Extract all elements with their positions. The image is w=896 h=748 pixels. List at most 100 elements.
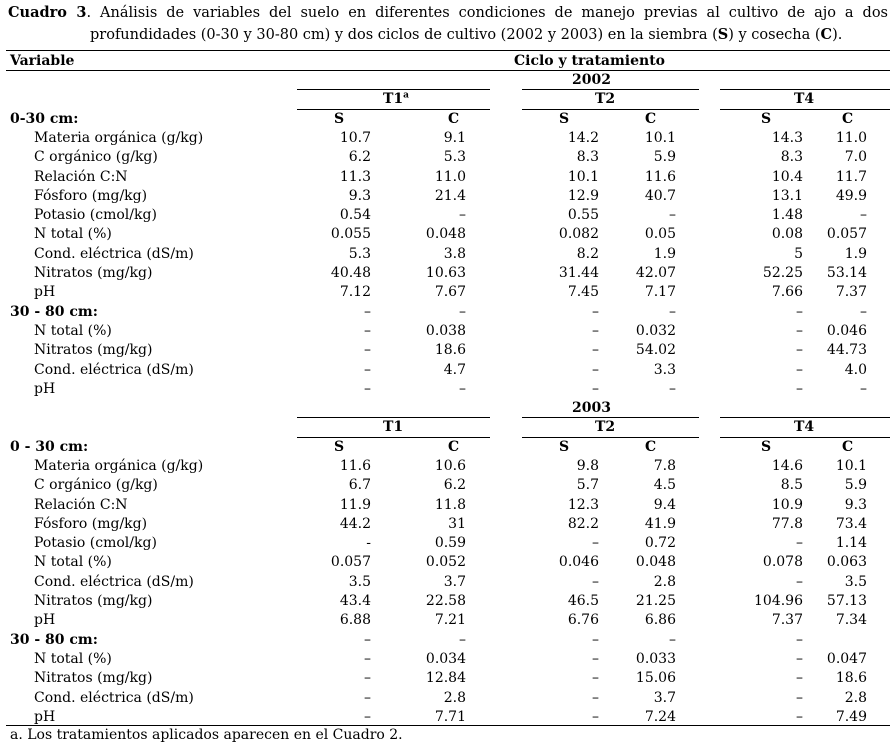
table-cell: – — [796, 631, 803, 648]
table-cell: 9.3 — [844, 496, 867, 513]
table-row: Nitratos (mg/kg) 43.4 22.58 46.5 21.25 104.96… — [0, 592, 896, 611]
column-header-row: Variable Ciclo y tratamiento — [0, 52, 896, 71]
table-cell: – — [796, 573, 803, 590]
table-cell: – — [364, 650, 371, 667]
table-cell: 3.7 — [653, 689, 676, 706]
table-cell: 14.6 — [771, 457, 803, 474]
subheader-rule — [297, 436, 490, 438]
section-row: 30 - 80 cm: – – – – – – — [0, 303, 896, 322]
table-cell: – — [592, 342, 599, 359]
treatment-row: T1a T2 T4 — [0, 90, 896, 109]
table-cell: 12.84 — [425, 670, 466, 687]
table-cell: 14.3 — [771, 129, 803, 146]
variable-header: Variable — [10, 53, 75, 69]
table-row: pH – 7.71 – 7.24 – 7.49 — [0, 708, 896, 727]
table-row: Nitratos (mg/kg) – 12.84 – 15.06 – 18.6 — [0, 669, 896, 688]
table-cell: – — [459, 303, 466, 320]
variable-name: pH — [34, 708, 56, 725]
table-cell: – — [592, 361, 599, 378]
table-cell: 5.9 — [844, 477, 867, 494]
table-cell: 53.14 — [826, 265, 867, 281]
cosecha-label: C — [842, 438, 854, 455]
table-cell: 1.9 — [844, 245, 867, 262]
table-cell: 3.8 — [443, 245, 466, 262]
table-cell: – — [364, 631, 371, 648]
table-cell: – — [364, 708, 371, 725]
table-cell: 18.6 — [835, 670, 867, 687]
table-cell: 54.02 — [635, 342, 676, 359]
table-cell: 7.34 — [835, 612, 867, 629]
table-cell: 7.24 — [644, 708, 676, 725]
table-cell: 11.9 — [339, 496, 371, 513]
treatment-label: T2 — [595, 419, 616, 436]
table-cell: 5.3 — [443, 149, 466, 166]
variable-name: Materia orgánica (g/kg) — [34, 129, 204, 146]
table-cell: 0.082 — [558, 226, 599, 243]
year-label: 2003 — [572, 400, 611, 416]
table-cell: 0.08 — [771, 226, 803, 243]
variable-name: pH — [34, 284, 56, 301]
table-cell: 10.4 — [771, 168, 803, 185]
table-cell: 15.06 — [635, 670, 676, 687]
variable-name: Potasio (cmol/kg) — [34, 207, 157, 224]
section-row: 0 - 30 cm: S C S C S C — [0, 438, 896, 457]
table-cell: – — [796, 708, 803, 725]
table-cell: – — [796, 535, 803, 552]
table-cell: – — [796, 303, 803, 320]
top-rule — [6, 50, 890, 51]
table-cell: 0.048 — [425, 226, 466, 243]
table-cell: – — [592, 708, 599, 725]
table-cell: – — [364, 670, 371, 687]
table-cell: 7.17 — [644, 284, 676, 301]
variable-name: Cond. eléctrica (dS/m) — [34, 689, 194, 706]
siembra-label: S — [559, 110, 570, 127]
table-cell: 9.8 — [576, 457, 599, 474]
table-cell: 73.4 — [835, 515, 867, 532]
table-row: Nitratos (mg/kg) 40.48 10.63 31.44 42.07 52.2… — [0, 264, 896, 283]
table-cell: 6.2 — [443, 477, 466, 494]
table-cell: 11.8 — [434, 496, 466, 513]
variable-name: Relación C:N — [34, 496, 128, 513]
table-cell: 0.047 — [826, 650, 867, 667]
year-row: 2002 — [0, 71, 896, 90]
section-title: 0 - 30 cm: — [10, 438, 89, 455]
table-cell: – — [592, 303, 599, 320]
section-title: 0-30 cm: — [10, 110, 79, 127]
table-cell: 7.71 — [434, 708, 466, 725]
section-row: 0-30 cm: S C S C S C — [0, 110, 896, 129]
table-cell: 13.1 — [771, 187, 803, 204]
table-cell: 0.59 — [434, 535, 466, 552]
table-caption: Cuadro 3. Análisis de variables del suel… — [8, 4, 888, 43]
table-cell: 0.54 — [339, 207, 371, 224]
table-cell: – — [796, 322, 803, 339]
table-cell: 31.44 — [558, 265, 599, 281]
table-cell: – — [459, 380, 466, 397]
table-cell: 8.3 — [780, 149, 803, 166]
table-cell: 1.48 — [771, 207, 803, 224]
table-cell: 7.37 — [835, 284, 867, 301]
treatment-label: T1 — [383, 419, 404, 436]
table-cell: 11.6 — [339, 457, 371, 474]
table-cell: – — [364, 322, 371, 339]
table-cell: 0.057 — [826, 226, 867, 243]
table-cell: – — [364, 361, 371, 378]
cosecha-label: C — [842, 110, 854, 127]
table-cell: 7.49 — [835, 708, 867, 725]
table-cell: 5.7 — [576, 477, 599, 494]
table-row: N total (%) – 0.034 – 0.033 – 0.047 — [0, 650, 896, 669]
table-cell: 12.9 — [567, 187, 599, 204]
table-cell: 12.3 — [567, 496, 599, 513]
group-header: Ciclo y tratamiento — [514, 53, 665, 69]
table-cell: – — [459, 631, 466, 648]
table-cell: – — [796, 361, 803, 378]
table-cell: 10.63 — [425, 265, 466, 281]
table-cell: – — [669, 380, 676, 397]
treatment-rule — [297, 89, 490, 91]
table-cell: 3.3 — [653, 361, 676, 378]
cosecha-label: C — [645, 110, 657, 127]
table-row: Materia orgánica (g/kg) 11.6 10.6 9.8 7.8 14.… — [0, 457, 896, 476]
table-cell: 10.1 — [835, 457, 867, 474]
table-cell: 14.2 — [567, 129, 599, 146]
table-cell: 0.078 — [762, 554, 803, 571]
table-cell: 0.05 — [644, 226, 676, 243]
